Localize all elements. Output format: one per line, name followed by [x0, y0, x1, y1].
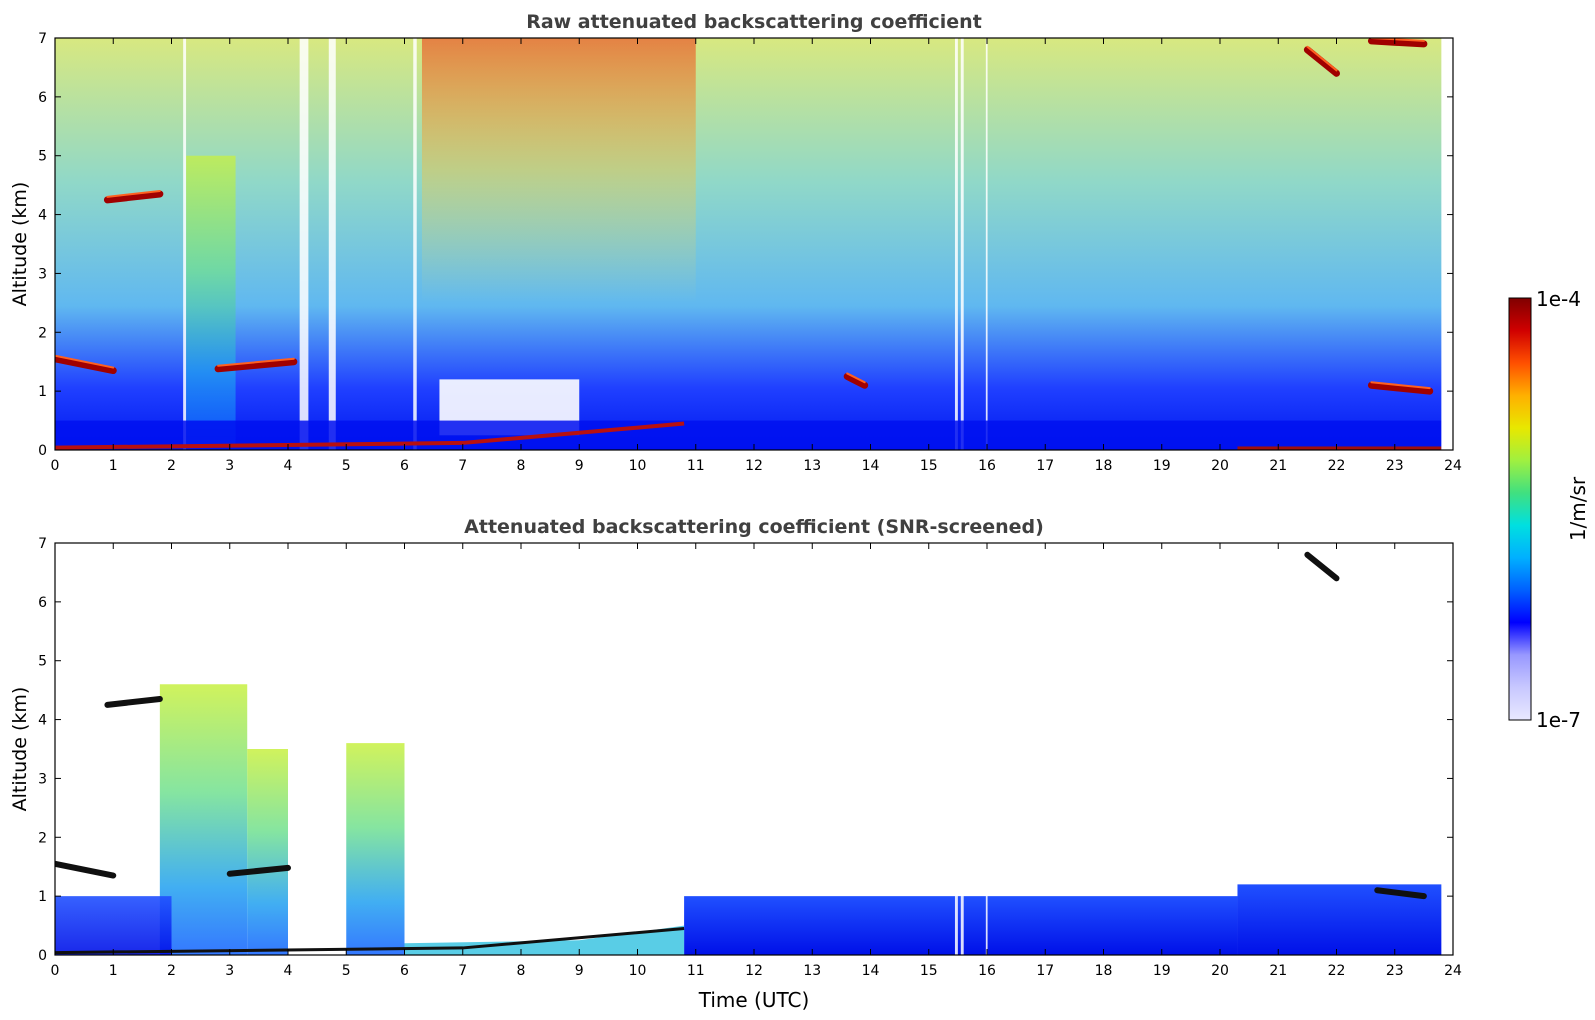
y-tick-label: 2: [38, 830, 47, 846]
x-tick-label: 18: [1095, 963, 1113, 979]
x-axis-label: Time (UTC): [698, 988, 810, 1012]
x-tick-label: 16: [978, 963, 996, 979]
x-tick-label: 14: [862, 458, 880, 474]
x-tick-label: 1: [109, 963, 118, 979]
y-tick-label: 7: [38, 31, 47, 47]
y-tick-label: 4: [38, 208, 47, 224]
x-tick-label: 11: [687, 458, 705, 474]
x-tick-label: 6: [400, 458, 409, 474]
x-tick-label: 2: [167, 963, 176, 979]
x-tick-label: 14: [862, 963, 880, 979]
x-tick-label: 8: [517, 963, 526, 979]
cloud-layer: [55, 860, 117, 879]
y-tick-label: 4: [38, 713, 47, 729]
cloud-layer: [55, 355, 117, 375]
x-tick-label: 1: [109, 458, 118, 474]
x-tick-label: 0: [51, 458, 60, 474]
x-tick-label: 4: [284, 458, 293, 474]
y-tick-label: 3: [38, 771, 47, 787]
cloud-layer: [214, 358, 298, 373]
backscatter-field: [55, 38, 1453, 450]
x-tick-label: 9: [575, 458, 584, 474]
x-tick-label: 0: [51, 963, 60, 979]
y-tick-label: 6: [38, 595, 47, 611]
x-tick-label: 15: [920, 458, 938, 474]
x-tick-label: 16: [978, 458, 996, 474]
raw-backscatter-panel: 0 1 2 3 4 5 6 7 8 9 10 11 12 13 14 15 16 17 18 19 20 21 22 23 24…: [9, 11, 1462, 474]
y-axis-label: Altitude (km): [9, 687, 31, 812]
y-axis-label: Altitude (km): [9, 182, 31, 307]
y-tick-label: 5: [38, 654, 47, 670]
colorbar-min-label: 1e-7: [1536, 708, 1581, 732]
chart-title: Raw attenuated backscattering coefficien…: [526, 11, 982, 33]
x-tick-label: 23: [1386, 963, 1404, 979]
aerosol-column: [346, 743, 405, 955]
aerosol-column: [159, 684, 248, 955]
y-tick-label: 0: [38, 443, 47, 459]
x-tick-label: 22: [1328, 963, 1346, 979]
x-tick-label: 18: [1095, 458, 1113, 474]
x-tick-label: 12: [745, 963, 763, 979]
x-tick-label: 17: [1036, 963, 1054, 979]
x-tick-label: 21: [1269, 963, 1287, 979]
colorbar: 1e-4 1e-7 1/m/sr: [1508, 287, 1590, 732]
x-tick-label: 9: [575, 963, 584, 979]
x-tick-label: 15: [920, 963, 938, 979]
x-tick-label: 11: [687, 963, 705, 979]
x-tick-label: 5: [342, 458, 351, 474]
cloud-layer: [104, 695, 163, 708]
snr-screened-panel: 0 1 2 3 4 5 6 7 8 9 10 11 12 13 14 15 16 17 18 19 20 21 22 23 24…: [9, 516, 1462, 1012]
aerosol-column: [247, 749, 288, 955]
x-tick-label: 10: [629, 458, 647, 474]
x-tick-label: 4: [284, 963, 293, 979]
cloud-layer: [1303, 46, 1340, 77]
colorbar-max-label: 1e-4: [1536, 287, 1581, 311]
x-tick-label: 20: [1211, 963, 1229, 979]
x-tick-label: 13: [803, 963, 821, 979]
y-tick-label: 6: [38, 90, 47, 106]
x-tick-label: 12: [745, 458, 763, 474]
x-tick-label: 3: [225, 963, 234, 979]
y-tick-label: 0: [38, 948, 47, 964]
x-tick-label: 7: [458, 458, 467, 474]
y-tick-label: 3: [38, 266, 47, 282]
x-tick-label: 21: [1269, 458, 1287, 474]
cloud-layer: [1374, 887, 1427, 900]
x-tick-label: 10: [629, 963, 647, 979]
x-tick-label: 20: [1211, 458, 1229, 474]
y-tick-label: 1: [38, 384, 47, 400]
x-tick-label: 17: [1036, 458, 1054, 474]
x-tick-label: 6: [400, 963, 409, 979]
cloud-layer: [1367, 38, 1428, 48]
y-tick-label: 7: [38, 536, 47, 552]
y-tick-label: 5: [38, 149, 47, 165]
colorbar-scale: [1508, 297, 1532, 721]
y-tick-label: 2: [38, 325, 47, 341]
chart-title: Attenuated backscattering coefficient (S…: [464, 516, 1044, 538]
x-tick-label: 13: [803, 458, 821, 474]
x-tick-label: 19: [1153, 458, 1171, 474]
x-tick-label: 23: [1386, 458, 1404, 474]
x-tick-label: 8: [517, 458, 526, 474]
x-tick-label: 22: [1328, 458, 1346, 474]
y-tick-label: 1: [38, 889, 47, 905]
x-tick-label: 7: [458, 963, 467, 979]
colorbar-unit-label: 1/m/sr: [1566, 476, 1590, 541]
x-tick-label: 2: [167, 458, 176, 474]
x-tick-label: 19: [1153, 963, 1171, 979]
x-tick-label: 24: [1444, 963, 1462, 979]
x-tick-label: 3: [225, 458, 234, 474]
x-tick-label: 24: [1444, 458, 1462, 474]
cloud-layer: [103, 190, 164, 204]
backscatter-field: [55, 543, 1453, 955]
x-tick-label: 5: [342, 963, 351, 979]
cloud-layer: [1304, 551, 1340, 582]
cloud-layer: [843, 372, 869, 389]
cloud-layer: [1367, 381, 1434, 395]
cloud-layer: [226, 864, 291, 877]
